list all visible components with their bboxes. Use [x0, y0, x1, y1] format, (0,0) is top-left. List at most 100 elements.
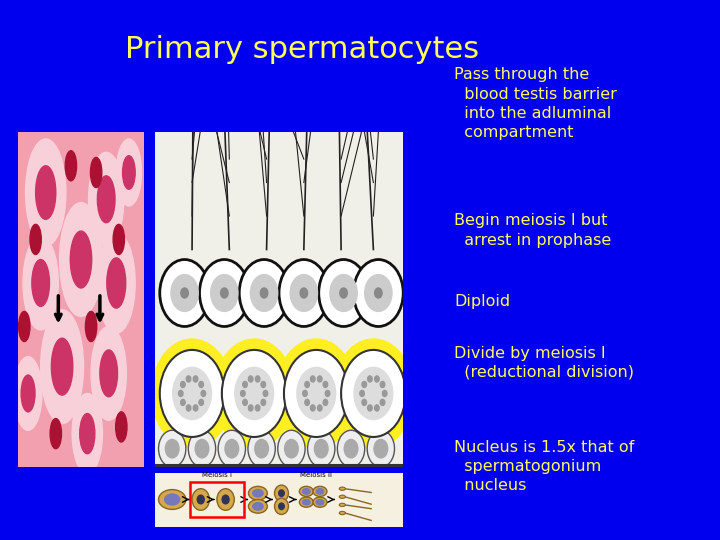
Circle shape	[305, 400, 310, 406]
Circle shape	[165, 494, 180, 505]
Circle shape	[60, 202, 102, 316]
Circle shape	[362, 381, 366, 388]
Circle shape	[374, 405, 379, 411]
Circle shape	[341, 350, 405, 437]
Circle shape	[89, 152, 124, 246]
Circle shape	[300, 288, 307, 298]
Text: Diploid: Diploid	[454, 294, 510, 309]
Circle shape	[374, 376, 379, 382]
Circle shape	[251, 274, 278, 312]
Circle shape	[40, 310, 84, 423]
Circle shape	[107, 258, 126, 308]
Circle shape	[214, 339, 294, 448]
Circle shape	[310, 405, 315, 411]
Circle shape	[199, 400, 204, 406]
Circle shape	[26, 139, 66, 246]
Circle shape	[19, 312, 30, 342]
Circle shape	[97, 233, 135, 333]
Circle shape	[235, 367, 274, 420]
Circle shape	[368, 376, 372, 382]
Circle shape	[323, 400, 328, 406]
Ellipse shape	[339, 487, 346, 490]
Circle shape	[220, 288, 228, 298]
Circle shape	[91, 327, 127, 420]
Circle shape	[51, 338, 73, 395]
Circle shape	[30, 225, 41, 254]
Circle shape	[116, 412, 127, 442]
Circle shape	[318, 405, 322, 411]
Circle shape	[189, 430, 216, 467]
Circle shape	[225, 440, 238, 458]
Ellipse shape	[339, 503, 346, 507]
Circle shape	[344, 440, 358, 458]
Text: Begin meiosis I but
  arrest in prophase: Begin meiosis I but arrest in prophase	[454, 213, 612, 247]
Circle shape	[160, 260, 210, 327]
Circle shape	[374, 440, 387, 458]
Circle shape	[261, 381, 266, 388]
Circle shape	[14, 356, 42, 430]
Circle shape	[362, 400, 366, 406]
Circle shape	[264, 390, 268, 396]
Circle shape	[195, 440, 209, 458]
Circle shape	[248, 487, 267, 500]
Circle shape	[354, 260, 403, 327]
Circle shape	[315, 440, 328, 458]
Circle shape	[66, 151, 76, 181]
Circle shape	[181, 381, 185, 388]
Circle shape	[276, 339, 356, 448]
Circle shape	[302, 489, 310, 494]
Circle shape	[122, 156, 135, 189]
Circle shape	[297, 367, 336, 420]
Circle shape	[300, 487, 313, 496]
Circle shape	[279, 260, 328, 327]
Ellipse shape	[222, 495, 229, 504]
Circle shape	[316, 500, 324, 505]
Circle shape	[186, 376, 191, 382]
Circle shape	[310, 376, 315, 382]
Circle shape	[181, 288, 189, 298]
Ellipse shape	[339, 495, 346, 498]
Text: Divide by meiosis I
  (reductional division): Divide by meiosis I (reductional divisio…	[454, 346, 634, 380]
Circle shape	[380, 381, 384, 388]
Circle shape	[374, 288, 382, 298]
Circle shape	[316, 489, 324, 494]
Circle shape	[32, 260, 50, 306]
Circle shape	[158, 430, 186, 467]
Circle shape	[158, 490, 186, 509]
Ellipse shape	[217, 489, 234, 510]
Circle shape	[248, 430, 275, 467]
Circle shape	[243, 381, 247, 388]
Circle shape	[368, 405, 372, 411]
Circle shape	[382, 390, 387, 396]
Circle shape	[222, 350, 287, 437]
Circle shape	[305, 381, 310, 388]
Circle shape	[313, 487, 327, 496]
Circle shape	[302, 500, 310, 505]
Circle shape	[380, 400, 384, 406]
Circle shape	[253, 489, 263, 497]
Circle shape	[278, 430, 305, 467]
Circle shape	[166, 440, 179, 458]
Circle shape	[261, 288, 268, 298]
Circle shape	[365, 274, 392, 312]
Circle shape	[318, 376, 322, 382]
Circle shape	[186, 405, 191, 411]
Circle shape	[152, 339, 233, 448]
Circle shape	[255, 440, 269, 458]
Circle shape	[330, 274, 357, 312]
Circle shape	[256, 405, 260, 411]
Circle shape	[36, 166, 56, 219]
Circle shape	[256, 376, 260, 382]
Circle shape	[284, 440, 298, 458]
Ellipse shape	[279, 490, 284, 496]
Circle shape	[199, 260, 249, 327]
Circle shape	[325, 390, 330, 396]
Circle shape	[199, 381, 204, 388]
Circle shape	[91, 158, 102, 187]
Circle shape	[248, 500, 267, 513]
Circle shape	[173, 367, 212, 420]
Circle shape	[307, 430, 335, 467]
Circle shape	[302, 390, 307, 396]
Circle shape	[181, 400, 185, 406]
Circle shape	[284, 350, 348, 437]
